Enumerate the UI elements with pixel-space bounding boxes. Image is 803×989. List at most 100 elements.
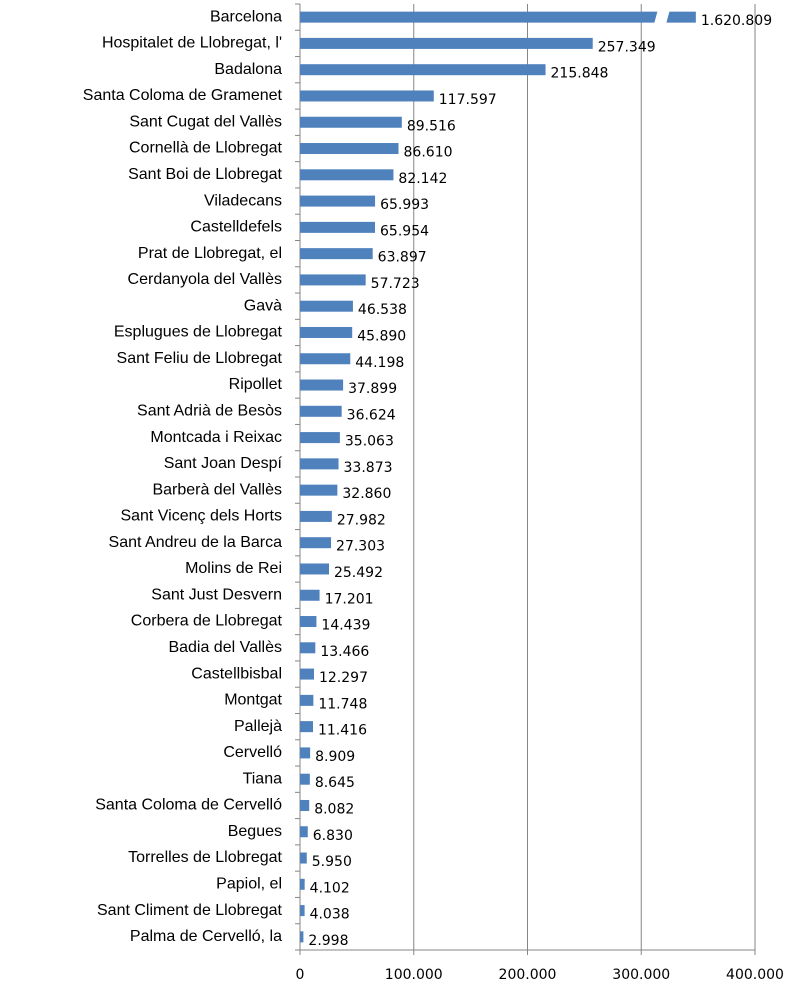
y-tick-label: Hospitalet de Llobregat, l': [102, 35, 282, 52]
bar: [300, 878, 305, 890]
y-tick-label: Barcelona: [210, 8, 282, 25]
value-label: 5.950: [312, 854, 352, 870]
bar: [300, 747, 311, 759]
value-label: 82.142: [398, 171, 447, 187]
bar: [300, 353, 351, 365]
value-label: 35.063: [345, 434, 394, 450]
value-label: 44.198: [355, 355, 404, 371]
bar: [300, 931, 304, 943]
y-tick-label: Gavà: [244, 297, 282, 314]
value-label: 36.624: [347, 407, 396, 423]
y-tick-label: Santa Coloma de Gramenet: [83, 87, 283, 104]
value-label: 46.538: [358, 302, 407, 318]
bar: [300, 668, 314, 680]
value-label: 11.748: [318, 696, 367, 712]
y-tick-label: Pallejà: [234, 718, 282, 735]
bar: [300, 589, 320, 601]
y-tick-label: Sant Feliu de Llobregat: [117, 350, 283, 367]
y-tick-label: Tiana: [243, 770, 283, 787]
bar: [300, 510, 332, 522]
value-label: 33.873: [344, 460, 393, 476]
y-tick-label: Sant Joan Despí: [164, 455, 283, 472]
value-label: 14.439: [321, 618, 370, 634]
value-label: 4.102: [310, 880, 350, 896]
y-tick-label: Montcada i Reixac: [150, 429, 282, 446]
value-label: 1.620.809: [701, 13, 772, 29]
value-label: 37.899: [348, 381, 397, 397]
value-label: 257.349: [598, 39, 656, 55]
value-label: 11.416: [318, 723, 367, 739]
bar: [300, 116, 402, 128]
y-tick-label: Sant Boi de Llobregat: [128, 166, 282, 183]
y-tick-label: Viladecans: [204, 192, 282, 209]
x-tick-label: 200.000: [499, 967, 557, 983]
value-label: 12.297: [319, 670, 368, 686]
bar: [300, 405, 342, 417]
y-tick-label: Corbera de Llobregat: [131, 613, 283, 630]
value-label: 27.303: [336, 539, 385, 555]
x-tick-label: 300.000: [612, 967, 670, 983]
value-label: 65.993: [380, 197, 429, 213]
bar: [300, 195, 376, 207]
y-tick-label: Castellbisbal: [191, 665, 282, 682]
value-label: 86.610: [404, 145, 453, 161]
y-tick-label: Papiol, el: [216, 876, 282, 893]
value-label: 8.082: [314, 801, 354, 817]
bar: [300, 143, 399, 155]
y-tick-label: Castelldefels: [190, 219, 282, 236]
y-tick-label: Palma de Cervelló, la: [130, 928, 282, 945]
y-tick-label: Ripollet: [229, 376, 283, 393]
bar: [300, 221, 376, 233]
value-label: 63.897: [378, 250, 427, 266]
value-label: 25.492: [334, 565, 383, 581]
bar: [300, 326, 353, 338]
y-tick-label: Santa Coloma de Cervelló: [95, 797, 282, 814]
bar: [300, 37, 593, 49]
y-tick-label: Esplugues de Llobregat: [114, 324, 283, 341]
bar: [300, 905, 305, 917]
value-label: 6.830: [313, 828, 353, 844]
y-tick-label: Sant Climent de Llobregat: [97, 902, 283, 919]
y-tick-label: Cornellà de Llobregat: [129, 140, 283, 157]
value-label: 2.998: [308, 933, 348, 949]
y-tick-label: Sant Cugat del Vallès: [129, 113, 282, 130]
bar: [300, 484, 338, 496]
x-tick-label: 100.000: [385, 967, 443, 983]
y-tick-label: Sant Adrià de Besòs: [137, 403, 282, 420]
x-tick-label: 400.000: [726, 967, 784, 983]
axis-break: [652, 6, 671, 29]
x-tick-label: 0: [296, 967, 305, 983]
bar: [300, 642, 316, 654]
bar: [300, 169, 394, 181]
bar: [300, 274, 366, 286]
bar: [300, 773, 310, 785]
value-label: 57.723: [371, 276, 420, 292]
bar: [300, 379, 344, 391]
y-tick-label: Badia del Vallès: [168, 639, 282, 656]
y-tick-label: Barberà del Vallès: [152, 481, 282, 498]
value-label: 45.890: [357, 328, 406, 344]
value-label: 65.954: [380, 223, 429, 239]
bar: [300, 90, 434, 102]
bar: [300, 799, 310, 811]
bar: [300, 826, 308, 838]
bar: [300, 852, 307, 864]
y-tick-label: Prat de Llobregat, el: [138, 245, 282, 262]
value-label: 8.909: [315, 749, 355, 765]
bar: [300, 694, 314, 706]
bar: [300, 537, 332, 549]
bar: [300, 432, 340, 444]
value-label: 4.038: [310, 907, 350, 923]
bar: [300, 248, 373, 260]
y-tick-label: Molins de Rei: [185, 560, 282, 577]
value-label: 89.516: [407, 118, 456, 134]
value-label: 13.466: [320, 644, 369, 660]
y-tick-label: Torrelles de Llobregat: [128, 849, 282, 866]
y-tick-label: Badalona: [214, 61, 282, 78]
y-tick-label: Montgat: [224, 692, 282, 709]
y-tick-label: Sant Vicenç dels Horts: [120, 508, 282, 525]
bar: [300, 300, 353, 312]
value-label: 27.982: [337, 512, 386, 528]
bar: [300, 64, 546, 76]
y-tick-label: Sant Andreu de la Barca: [109, 534, 283, 551]
